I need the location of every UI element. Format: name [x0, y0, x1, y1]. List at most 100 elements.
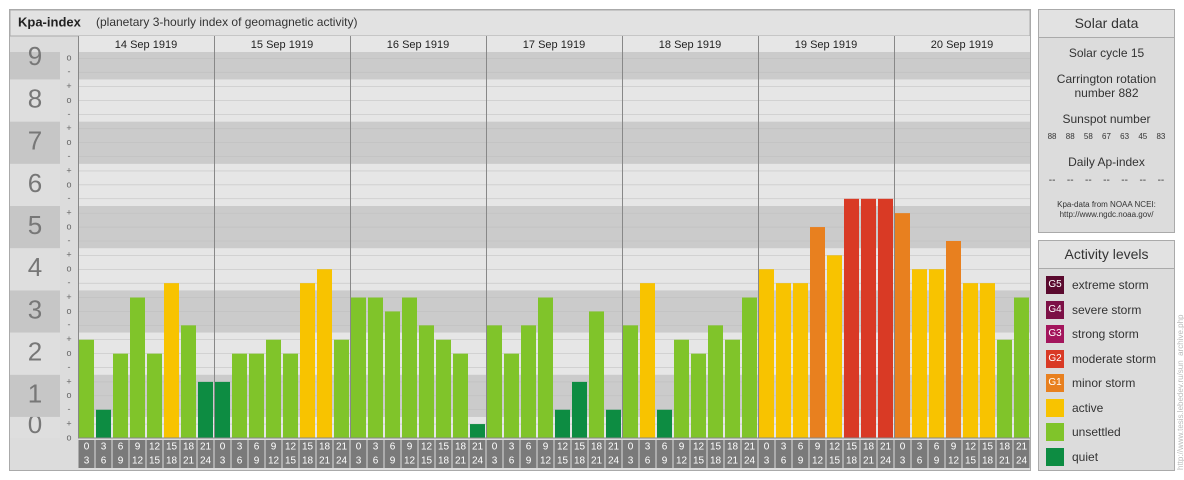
x-tick-label: 21 [1016, 442, 1028, 453]
bar [300, 283, 315, 438]
x-label-box [469, 440, 486, 468]
minor-tick-label: + [66, 292, 71, 302]
bar [96, 409, 111, 438]
bar [470, 424, 485, 438]
x-tick-label: 18 [166, 456, 178, 467]
x-label-box [741, 440, 758, 468]
bar [453, 353, 468, 438]
x-tick-label: 24 [608, 456, 620, 467]
source: Kpa-data from NOAA NCEI: http://www.ngdc.… [1039, 200, 1174, 220]
x-tick-label: 3 [781, 442, 787, 453]
legend-item: G2 moderate storm [1039, 347, 1174, 372]
bar [198, 381, 213, 438]
x-tick-label: 15 [166, 442, 178, 453]
bar [130, 297, 145, 438]
bar [895, 213, 910, 438]
x-tick-label: 6 [934, 442, 940, 453]
x-tick-label: 3 [373, 442, 379, 453]
x-tick-label: 12 [829, 442, 841, 453]
y-tick-label: 7 [28, 126, 42, 156]
y-label-band [10, 332, 60, 375]
x-tick-label: 3 [509, 442, 515, 453]
y-tick-label: 8 [28, 83, 42, 113]
x-tick-label: 9 [271, 442, 277, 453]
bar [385, 311, 400, 438]
x-tick-label: 21 [591, 456, 603, 467]
x-tick-label: 9 [798, 456, 804, 467]
x-tick-label: 15 [710, 442, 722, 453]
x-label-box [214, 440, 231, 468]
x-label-box [401, 440, 418, 468]
legend-item: quiet [1039, 445, 1174, 470]
x-tick-label: 12 [421, 442, 433, 453]
y-label-band [10, 416, 60, 438]
x-tick-label: 15 [421, 456, 433, 467]
x-tick-label: 24 [880, 456, 892, 467]
solar-panel: Solar data Solar cycle 15 Carrington rot… [1038, 9, 1175, 233]
x-tick-label: 0 [84, 442, 90, 453]
x-tick-label: 18 [846, 456, 858, 467]
x-label-box [367, 440, 384, 468]
bar [538, 297, 553, 438]
x-tick-label: 3 [917, 442, 923, 453]
minor-tick-label: - [68, 151, 71, 161]
solar-cycle: Solar cycle 15 [1068, 46, 1145, 60]
sunspot-title: Sunspot number [1062, 112, 1151, 126]
sunspot-list: 88 88 58 67 63 45 83 [1039, 132, 1174, 141]
x-tick-label: 6 [509, 456, 515, 467]
x-tick-label: 12 [285, 442, 297, 453]
ap-value: -- [1066, 175, 1074, 186]
x-tick-label: 9 [118, 456, 124, 467]
bar [640, 283, 655, 438]
minor-tick-label: - [68, 235, 71, 245]
ap-title: Daily Ap-index [1068, 155, 1145, 169]
bar [351, 297, 366, 438]
x-label-box [333, 440, 350, 468]
x-tick-label: 15 [285, 456, 297, 467]
x-tick-label: 6 [781, 456, 787, 467]
x-label-box [622, 440, 639, 468]
x-tick-label: 0 [492, 442, 498, 453]
bar [776, 283, 791, 438]
sunspot-value: 45 [1138, 132, 1148, 141]
x-tick-label: 3 [628, 456, 634, 467]
sunspot-value: 63 [1120, 132, 1130, 141]
x-tick-label: 24 [200, 456, 212, 467]
date-label: 14 Sep 1919 [115, 39, 177, 51]
x-label-box [78, 440, 95, 468]
bar [368, 297, 383, 438]
legend-swatch: G5 [1046, 276, 1064, 295]
bar [113, 353, 128, 438]
x-label-box [758, 440, 775, 468]
x-tick-label: 24 [1016, 456, 1028, 467]
x-tick-label: 3 [645, 442, 651, 453]
x-tick-label: 21 [727, 456, 739, 467]
date-label: 20 Sep 1919 [931, 39, 993, 51]
panel-title: Solar data [1039, 10, 1174, 38]
x-label-box [911, 440, 928, 468]
x-label-box [112, 440, 129, 468]
x-label-box [690, 440, 707, 468]
x-tick-label: 6 [645, 456, 651, 467]
y-label-band [10, 79, 60, 122]
minor-tick-label: - [68, 320, 71, 330]
x-tick-label: 18 [319, 442, 331, 453]
y-tick-label: 1 [28, 379, 42, 409]
x-tick-label: 12 [132, 456, 144, 467]
x-tick-label: 12 [676, 456, 688, 467]
minor-tick-label: - [68, 109, 71, 119]
x-label-box [673, 440, 690, 468]
x-tick-label: 15 [557, 456, 569, 467]
ap-value: -- [1048, 175, 1056, 186]
x-tick-label: 12 [268, 456, 280, 467]
x-label-box [775, 440, 792, 468]
x-tick-label: 15 [965, 456, 977, 467]
x-label-box [554, 440, 571, 468]
x-tick-label: 0 [900, 442, 906, 453]
y-tick-label: 3 [28, 294, 42, 324]
x-tick-label: 12 [540, 456, 552, 467]
chart-title: Kpa-index [18, 14, 82, 29]
sunspot-value: 58 [1083, 132, 1093, 141]
x-tick-label: 21 [319, 456, 331, 467]
